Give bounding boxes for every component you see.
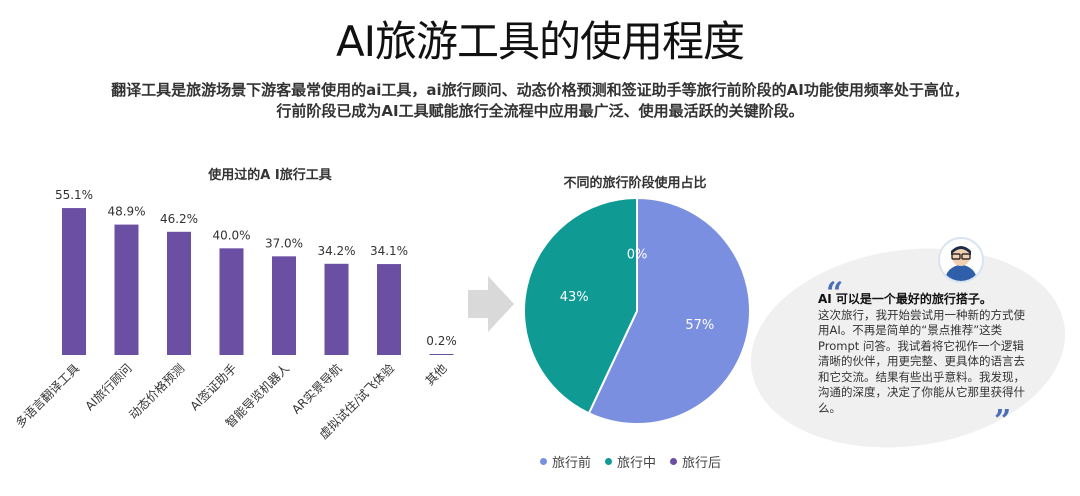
pie-slice-1 (587, 196, 751, 425)
person-icon (945, 246, 977, 281)
quote-body: 这次旅行，我开始尝试用一种新的方式使用AI。不再是简单的“景点推荐”这类 Pro… (818, 307, 1025, 415)
bar-value-label-8: 0.2% (426, 334, 457, 348)
pie-chart-title: 不同的旅行阶段使用占比 (563, 176, 707, 191)
right-arrow-icon (468, 276, 514, 332)
bar-5 (272, 256, 296, 355)
close-quote-mark: ” (994, 404, 1012, 439)
bar-value-label-3: 46.2% (160, 212, 198, 226)
subtitle-line-2: 行前阶段已成为AI工具赋能旅行全流程中应用最广泛、使用最活跃的关键阶段。 (276, 102, 804, 120)
legend-swatch-2 (605, 458, 613, 465)
pie-slice-2 (523, 196, 638, 415)
bar-6 (324, 263, 349, 355)
legend-swatch-3 (670, 458, 678, 465)
legend-label-1: 旅行前 (552, 456, 592, 471)
legend-swatch-1 (540, 458, 547, 465)
legend-item-3: 旅行后 (670, 452, 721, 471)
bar-category-label-2: AI旅行顾问 (82, 361, 134, 413)
bar-chart-title: 使用过的A I旅行工具 (208, 168, 332, 183)
quote-heading: AI 可以是一个最好的旅行搭子。 (818, 292, 992, 306)
subtitle-line-1: 翻译工具是旅游场景下游客最常使用的ai工具，ai旅行顾问、动态价格预测和签证助手… (111, 81, 969, 99)
subtitle: 翻译工具是旅游场景下游客最常使用的ai工具，ai旅行顾问、动态价格预测和签证助手… (60, 80, 1020, 122)
page-title: AI旅游工具的使用程度 (335, 17, 745, 66)
bar-value-label-7: 34.1% (370, 244, 408, 258)
bar-category-label-3: 动态价格预测 (126, 361, 188, 423)
pie-label-1: 57% (685, 318, 714, 333)
bar-4 (219, 248, 244, 355)
bar-value-label-1: 55.1% (55, 188, 93, 202)
pie-legend: 旅行前 旅行中 旅行后 (540, 452, 800, 471)
bar-2 (114, 224, 139, 355)
open-quote-mark: “ (826, 276, 844, 311)
pie-label-2: 43% (560, 290, 589, 305)
legend-label-2: 旅行中 (617, 456, 657, 471)
bar-value-label-6: 34.2% (317, 244, 355, 258)
bar-value-label-2: 48.9% (107, 205, 145, 219)
legend-item-2: 旅行中 (605, 452, 656, 471)
quote-text: AI 可以是一个最好的旅行搭子。 这次旅行，我开始尝试用一种新的方式使用AI。不… (818, 292, 1034, 416)
bar-category-label-8: 其他 (423, 361, 450, 388)
bar-3 (167, 231, 191, 355)
bar-category-label-1: 多语言翻译工具 (13, 361, 82, 430)
bar-value-label-4: 40.0% (212, 228, 250, 242)
bar-category-label-6: AR实景导航 (288, 361, 344, 417)
bar-7 (377, 264, 401, 355)
bar-value-label-5: 37.0% (265, 236, 303, 250)
legend-item-1: 旅行前 (540, 452, 591, 471)
legend-label-3: 旅行后 (682, 456, 722, 471)
bar-category-label-4: AI签证助手 (187, 361, 240, 414)
bar-1 (62, 208, 86, 355)
pie-label-3: 0% (627, 248, 648, 263)
avatar (938, 237, 984, 283)
bar-8 (429, 354, 454, 355)
